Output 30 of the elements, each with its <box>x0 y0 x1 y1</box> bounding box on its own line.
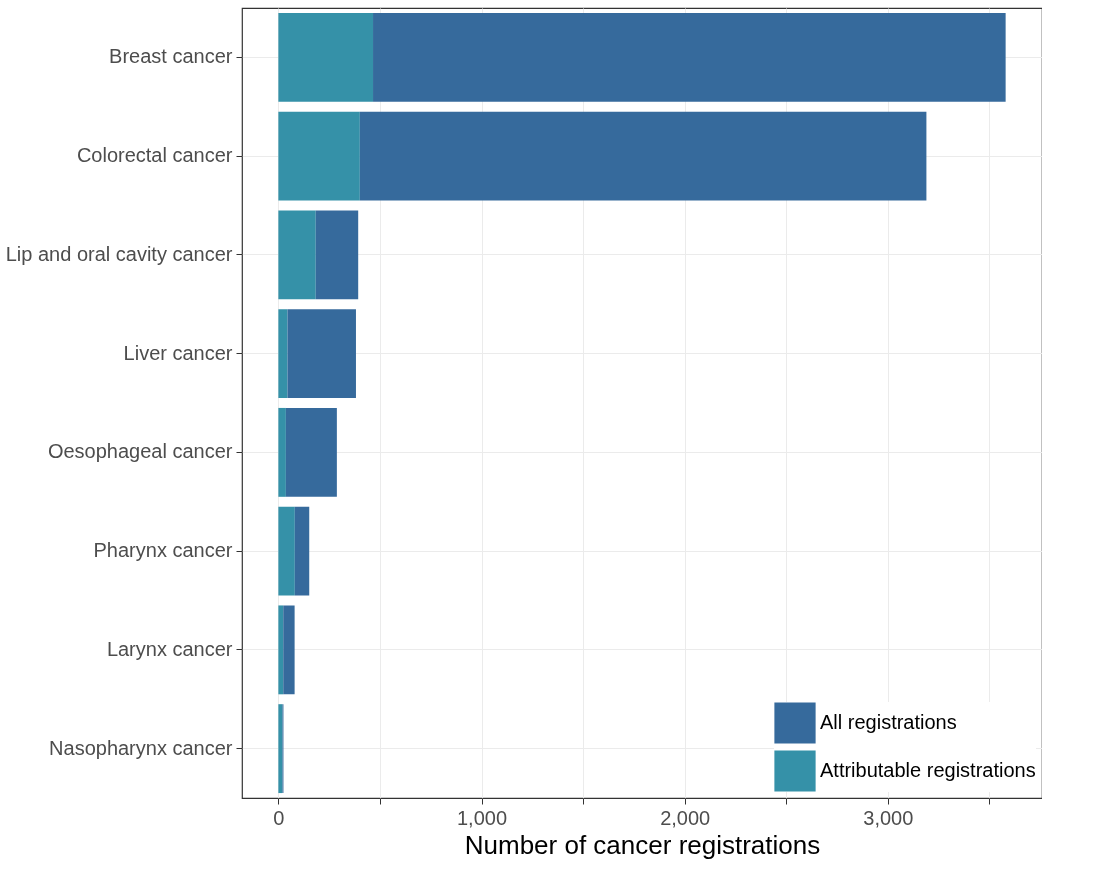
bar <box>315 210 359 300</box>
y-tick-label: Colorectal cancer <box>76 144 233 167</box>
x-tick-label: 0 <box>273 806 285 829</box>
bar <box>278 506 295 596</box>
y-tick-label: Lip and oral cavity cancer <box>5 242 233 265</box>
bar <box>287 309 356 399</box>
legend-label: All registrations <box>820 711 957 733</box>
bar <box>278 704 283 794</box>
bar <box>278 12 374 102</box>
bar <box>278 309 288 399</box>
y-tick-label: Breast cancer <box>109 45 233 68</box>
bar <box>294 506 310 596</box>
y-tick-label: Oesophageal cancer <box>47 440 233 463</box>
y-tick-label: Nasopharynx cancer <box>49 736 233 759</box>
bar <box>285 407 337 497</box>
x-tick-label: 2,000 <box>660 806 711 829</box>
bar <box>359 111 927 201</box>
bar <box>373 12 1006 102</box>
y-tick-label: Larynx cancer <box>106 637 233 660</box>
x-tick-label: 1,000 <box>456 806 508 829</box>
y-tick-label: Liver cancer <box>123 341 233 364</box>
legend-label: Attributable registrations <box>820 759 1036 781</box>
bar <box>283 605 295 695</box>
x-tick-label: 3,000 <box>863 806 914 829</box>
bar <box>278 111 360 201</box>
bar <box>278 210 316 300</box>
y-tick-label: Pharynx cancer <box>93 539 233 562</box>
bar <box>278 407 286 497</box>
x-axis-title: Number of cancer registrations <box>464 829 821 860</box>
bar <box>278 605 284 695</box>
